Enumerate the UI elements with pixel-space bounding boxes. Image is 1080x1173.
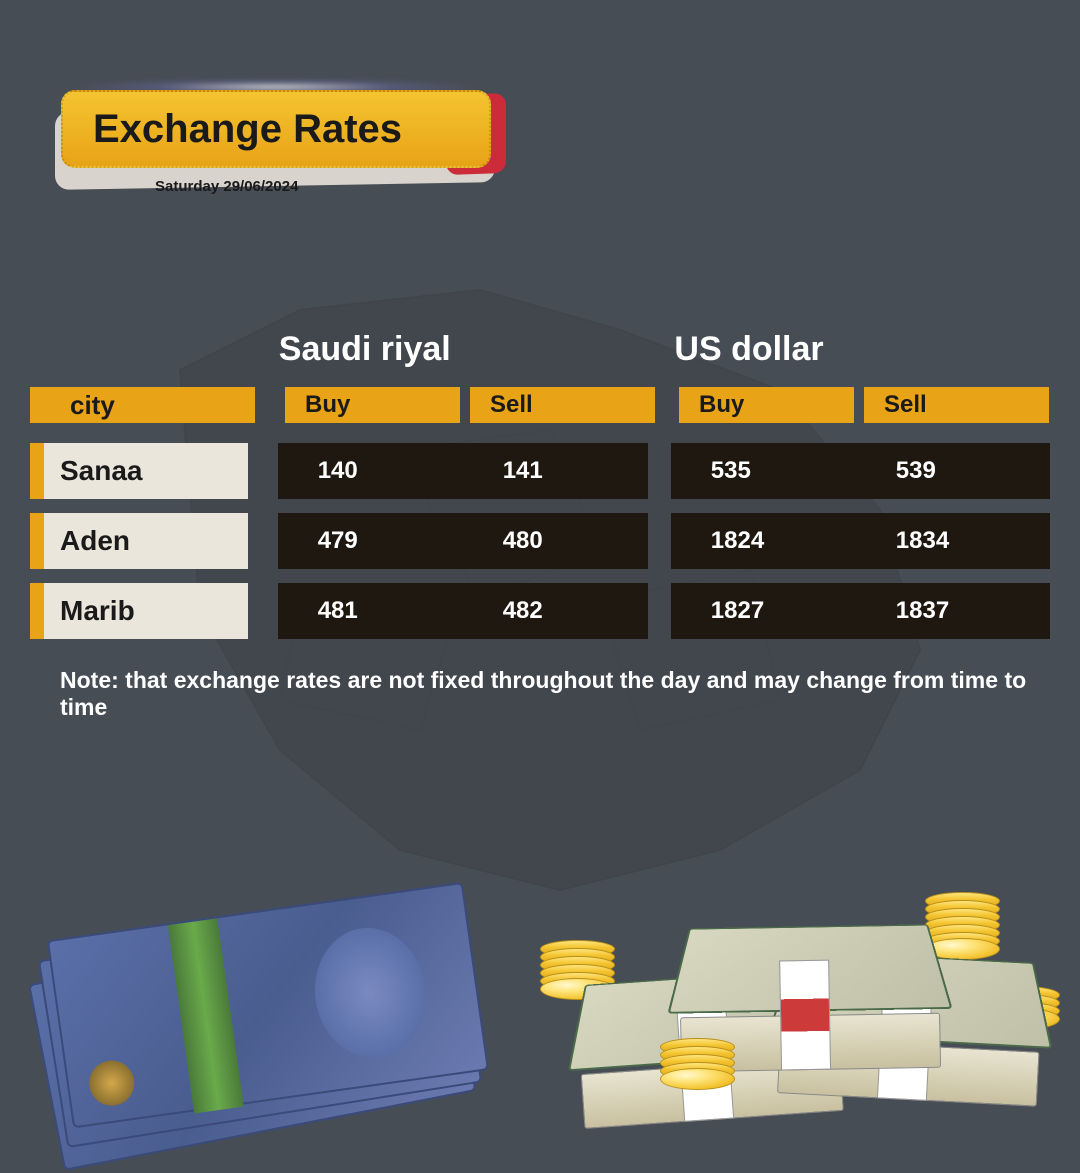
money-illustration [0,820,1080,1100]
table-row: Aden 479 480 1824 1834 [30,513,1050,569]
rate-cell: 535 [671,457,856,485]
currency-header-sar: Saudi riyal [279,330,655,369]
disclaimer-note: Note: that exchange rates are not fixed … [60,667,1050,721]
rate-cell: 482 [463,597,648,625]
column-header-usd-buy: Buy [679,387,854,423]
rate-cell: 479 [278,527,463,555]
city-cell: Marib [30,583,248,639]
rates-table: Saudi riyal US dollar city Buy Sell Buy … [30,330,1050,721]
title-banner: Exchange Rates Saturday 29/06/2024 [55,90,500,200]
column-header-sar-sell: Sell [470,387,655,423]
currency-header-usd: US dollar [674,330,1050,369]
table-row: Sanaa 140 141 535 539 [30,443,1050,499]
rate-cell: 1837 [856,597,1041,625]
rate-cell: 480 [463,527,648,555]
rate-cell: 1834 [856,527,1041,555]
riyal-notes-icon [16,868,525,1172]
city-cell: Sanaa [30,443,248,499]
rate-cell: 1827 [671,597,856,625]
rate-cell: 539 [856,457,1041,485]
city-cell: Aden [30,513,248,569]
rate-cell: 481 [278,597,463,625]
dollar-notes-icon [540,850,1060,1130]
date-label: Saturday 29/06/2024 [155,178,298,195]
rate-cell: 140 [278,457,463,485]
table-row: Marib 481 482 1827 1837 [30,583,1050,639]
page-title: Exchange Rates [61,90,491,168]
column-header-sar-buy: Buy [285,387,460,423]
rate-cell: 141 [463,457,648,485]
column-header-usd-sell: Sell [864,387,1049,423]
rate-cell: 1824 [671,527,856,555]
column-header-city: city [30,387,255,423]
